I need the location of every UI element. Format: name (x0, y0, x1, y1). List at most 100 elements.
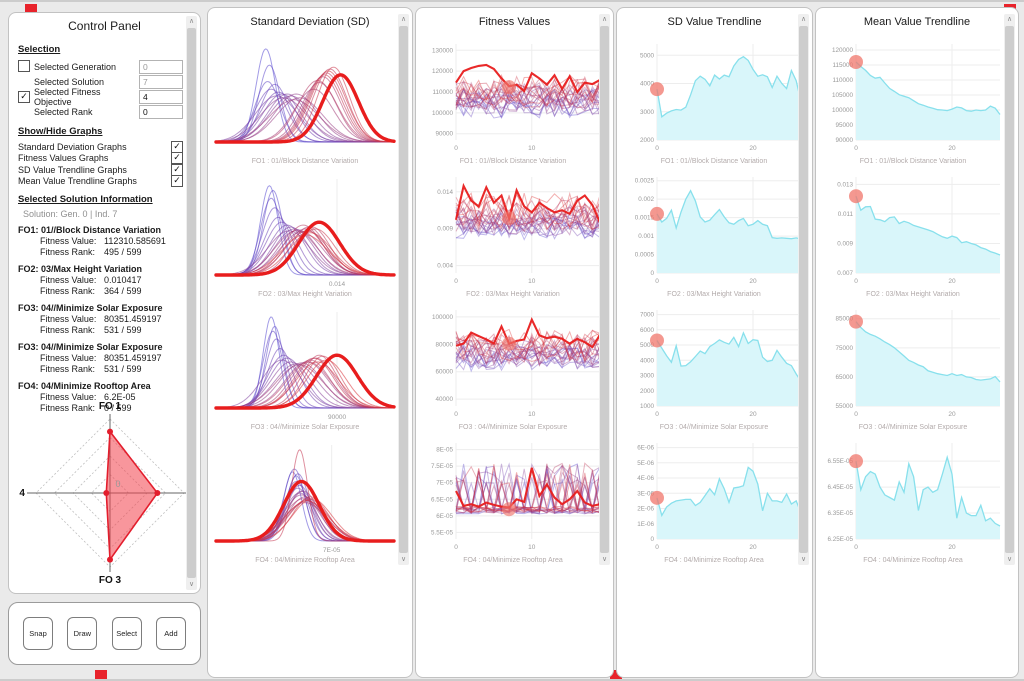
fitness-line-chart-svg[interactable]: 40000 60000 80000 100000 0 10 FO3 : 04//Minimi… (419, 302, 607, 435)
trendline-area-chart-svg[interactable]: 0 1E-06 2E-06 3E-06 4E-06 5E-06 6E-06 0 20 FO4 : … (620, 435, 808, 568)
x-tick-label: 10 (528, 278, 536, 285)
checkbox[interactable]: ✓ (18, 90, 30, 103)
value-input[interactable]: 0 (139, 59, 183, 74)
fitness-line-chart-svg[interactable]: 5.5E-05 6E-05 6.5E-05 7E-05 7.5E-05 8E-05 0 10 F… (419, 435, 607, 568)
value-input[interactable]: 4 (139, 89, 183, 104)
radar-chart[interactable]: FO 1FO 2FO 3FO 40 (3, 397, 218, 593)
generation-series (455, 201, 601, 233)
sd-density-chart-svg[interactable]: FO1 : 01//Block Distance Variation (211, 36, 399, 169)
fitness-line-chart-svg[interactable]: 90000 100000 110000 120000 130000 0 10 FO1 : 01… (419, 36, 607, 169)
selection-row: Selected Solution 7 (18, 74, 183, 89)
selected-solution-marker[interactable] (502, 211, 517, 226)
chevron-up-icon[interactable]: ∧ (1006, 16, 1013, 23)
vertical-scrollbar[interactable]: ∧ ∨ (798, 14, 809, 565)
vertical-scrollbar[interactable]: ∧ ∨ (398, 14, 409, 565)
scrollbar-thumb[interactable] (187, 28, 196, 578)
trendline-area-chart-svg[interactable]: 1000 2000 3000 4000 5000 6000 7000 0 20 FO3 : 04/… (620, 302, 808, 435)
sd-density-chart-svg[interactable]: 0.014 FO2 : 03/Max Height Variation (211, 169, 399, 302)
chart-caption: FO3 : 04//Minimize Solar Exposure (459, 424, 568, 431)
radar-vertex[interactable] (107, 428, 113, 435)
checkbox[interactable]: ✓ (171, 152, 183, 165)
checkbox[interactable]: ✓ (171, 175, 183, 188)
add-button[interactable]: Add (155, 617, 186, 650)
chevron-down-icon[interactable]: ∨ (601, 556, 608, 563)
show-hide-row: Standard Deviation Graphs ✓ (18, 140, 183, 153)
chevron-up-icon[interactable]: ∧ (188, 18, 195, 25)
chevron-up-icon[interactable]: ∧ (800, 16, 807, 23)
solution-info-heading: Selected Solution Information (18, 194, 153, 205)
trendline-area-chart-svg[interactable]: 2000 3000 4000 5000 0 20 FO1 : 01//Block Dista… (620, 36, 808, 169)
selected-generation-series (455, 63, 601, 94)
generation-series (455, 86, 601, 113)
vertical-scrollbar[interactable]: ∧ ∨ (1004, 14, 1015, 565)
selected-generation-marker[interactable] (849, 314, 863, 329)
objective-block: FO3: 04//Minimize Solar Exposure Fitness … (18, 342, 183, 375)
generation-curve (215, 496, 395, 542)
generation-series (455, 206, 601, 235)
trendline-area-chart-svg[interactable]: 55000 65000 75000 85000 0 20 FO3 : 04//Minimiz… (819, 302, 1007, 435)
sd-density-chart-svg[interactable]: 90000 FO3 : 04//Minimize Solar Exposure (211, 302, 399, 435)
chevron-down-icon[interactable]: ∨ (188, 581, 195, 588)
chevron-down-icon[interactable]: ∨ (800, 556, 807, 563)
generation-series (455, 80, 601, 111)
select-button[interactable]: Select (111, 617, 142, 650)
snap-button[interactable]: Snap (23, 617, 53, 650)
scrollbar-thumb[interactable] (600, 26, 609, 553)
checkbox-slot: ✓ (18, 90, 30, 103)
selected-generation-marker[interactable] (849, 55, 863, 69)
radar-vertex[interactable] (154, 490, 161, 496)
chevron-down-icon[interactable]: ∨ (1006, 556, 1013, 563)
generation-series (455, 471, 601, 514)
scrollbar-thumb[interactable] (1005, 26, 1014, 553)
generation-series (455, 89, 601, 119)
generation-series (455, 205, 601, 235)
generation-series (455, 464, 601, 514)
fitness-rank: 531 / 599 (104, 325, 142, 336)
chevron-up-icon[interactable]: ∧ (400, 16, 407, 23)
fitness-line-chart-svg[interactable]: 0.004 0.009 0.014 0 10 FO2 : 03/Max Height Va… (419, 169, 607, 302)
y-tick-label: 110000 (432, 89, 453, 96)
value-input[interactable]: 7 (139, 74, 183, 89)
trendline-area-chart-svg[interactable]: 90000 95000 100000 105000 110000 115000 120000… (819, 36, 1007, 169)
selection-row: Selected Rank 0 (18, 104, 183, 119)
generation-curve (215, 468, 395, 542)
scrollbar-thumb[interactable] (799, 26, 808, 553)
selected-generation-marker[interactable] (650, 82, 664, 97)
trendline-area-chart-svg[interactable]: 6.25E-05 6.35E-05 6.45E-05 6.55E-05 0 20 FO4 :… (819, 435, 1007, 568)
selected-solution-marker[interactable] (502, 336, 517, 351)
selected-generation-marker[interactable] (849, 189, 863, 204)
draw-button[interactable]: Draw (67, 617, 98, 650)
sd-trendline-panel: SD Value Trendline 2000 3000 4000 5000 0 20 FO… (616, 7, 813, 678)
chevron-down-icon[interactable]: ∨ (400, 556, 407, 563)
trendline-area-chart-svg[interactable]: 0 0.0005 0.001 0.0015 0.002 0.0025 0 20 FO2 : 03… (620, 169, 808, 302)
checkbox[interactable]: ✓ (171, 140, 183, 153)
radar-vertex[interactable] (107, 556, 113, 563)
vertical-scrollbar[interactable]: ∧ ∨ (186, 16, 197, 590)
generation-series (455, 85, 601, 116)
selected-generation-marker[interactable] (650, 206, 664, 221)
chevron-up-icon[interactable]: ∧ (601, 16, 608, 23)
checkbox[interactable] (18, 59, 30, 72)
scrollbar-thumb[interactable] (399, 26, 408, 553)
generation-series (455, 339, 601, 369)
sd-density-chart-svg[interactable]: 7E-05 FO4 : 04/Minimize Rooftop Area (211, 435, 399, 568)
generation-series (455, 345, 601, 373)
show-hide-label: Fitness Values Graphs (18, 153, 109, 164)
mean-trendline-panel: Mean Value Trendline 90000 95000 100000 105… (815, 7, 1019, 678)
y-tick-label: 5.5E-05 (431, 529, 454, 536)
checkbox[interactable]: ✓ (171, 163, 183, 176)
vertical-scrollbar[interactable]: ∧ ∨ (599, 14, 610, 565)
generation-series (455, 191, 601, 230)
selected-generation-marker[interactable] (849, 454, 863, 469)
selected-generation-marker[interactable] (650, 333, 664, 348)
show-hide-row: Fitness Values Graphs ✓ (18, 152, 183, 165)
chart-caption: FO4 : 04/Minimize Rooftop Area (664, 557, 764, 564)
trendline-area-chart-svg[interactable]: 0.007 0.009 0.011 0.013 0 20 FO2 : 03/Max Heig… (819, 169, 1007, 302)
value-input[interactable]: 0 (139, 104, 183, 119)
selected-solution-marker[interactable] (502, 502, 517, 517)
selected-solution-marker[interactable] (502, 80, 517, 95)
fitness-value: 80351.459197 (104, 352, 162, 363)
radar-vertex[interactable] (103, 490, 110, 496)
generation-curve (215, 338, 395, 409)
selected-generation-marker[interactable] (650, 490, 664, 505)
